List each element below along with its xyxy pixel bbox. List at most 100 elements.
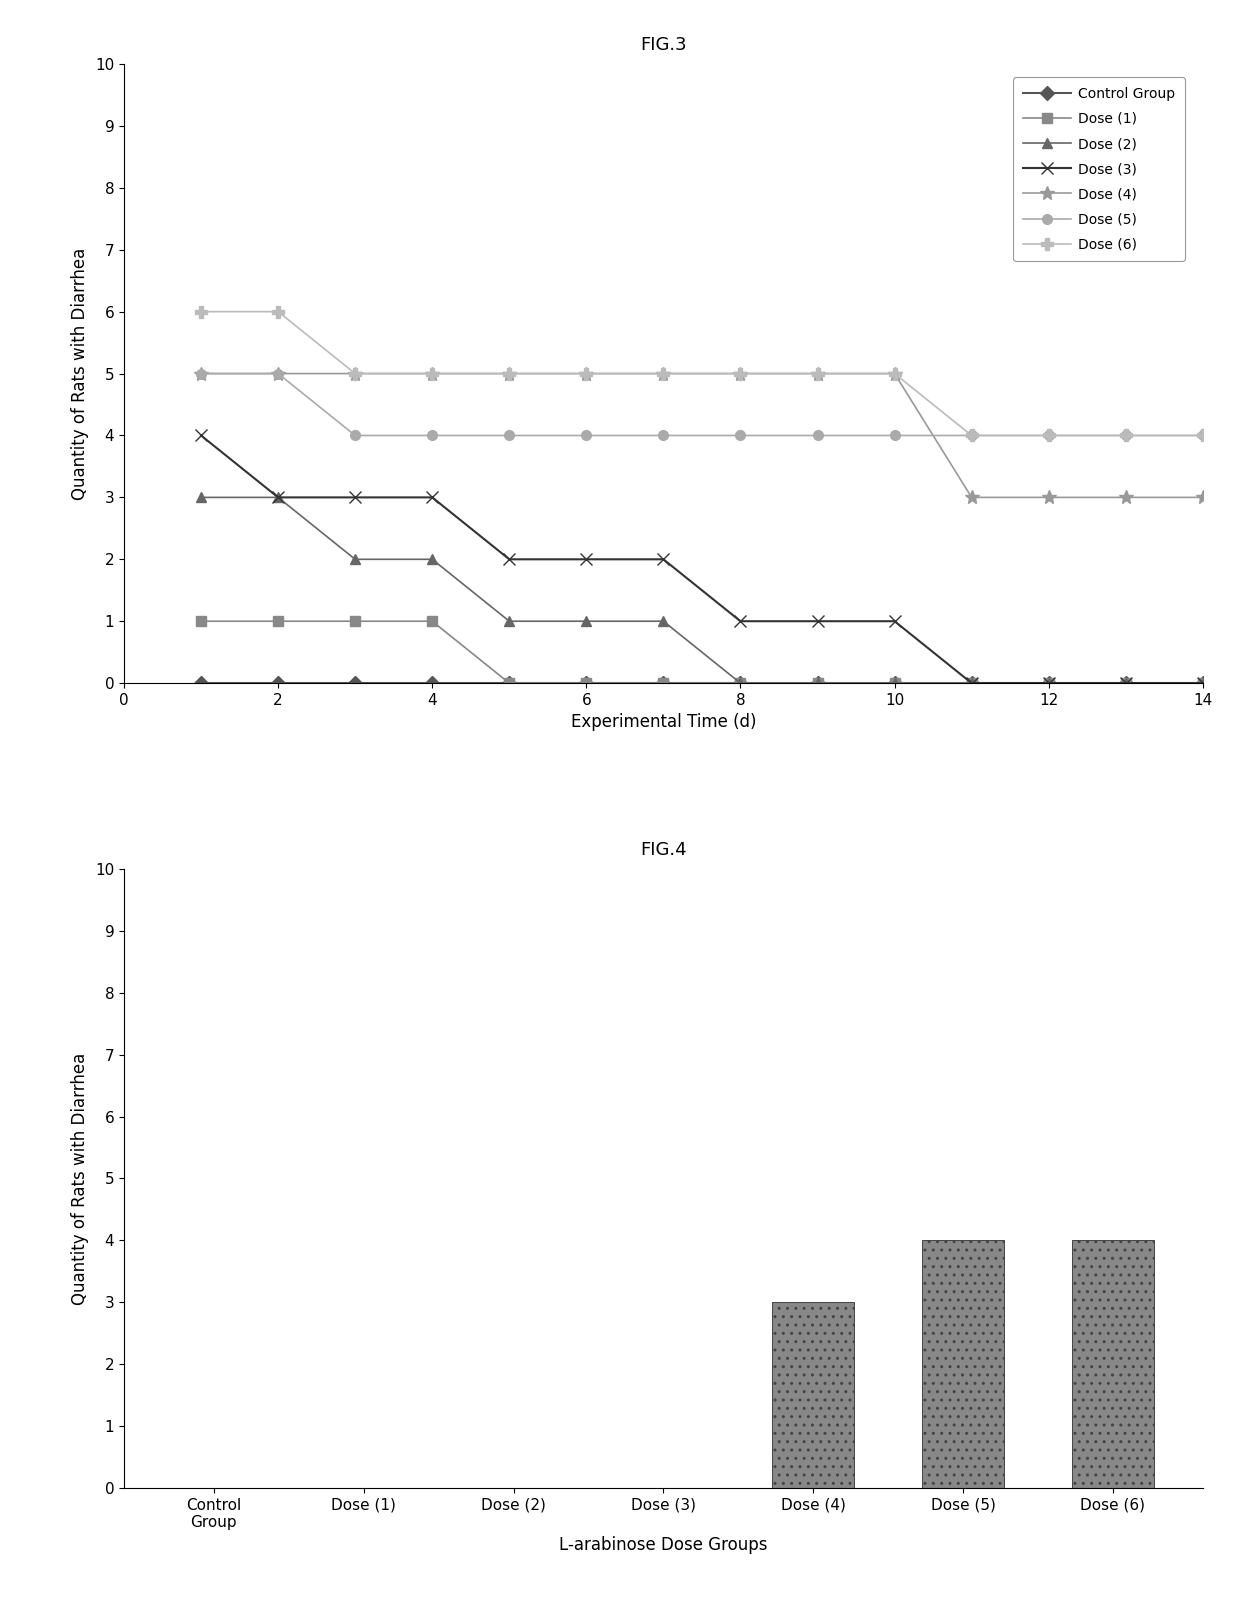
Dose (3) <box>425 488 440 507</box>
Dose (1) <box>733 674 748 693</box>
Dose (1) <box>502 674 517 693</box>
Dose (3) <box>887 611 901 630</box>
Control Group <box>193 674 208 693</box>
Dose (6) <box>887 363 901 382</box>
Bar <box>921 1240 1004 1488</box>
Dose (3) <box>733 611 748 630</box>
Line: Dose (2): Dose (2) <box>196 493 1208 688</box>
Line: Dose (1): Dose (1) <box>196 616 1208 688</box>
Legend: Control Group, Dose (1), Dose (2), Dose (3), Dose (4), Dose (5), Dose (6): Control Group, Dose (1), Dose (2), Dose … <box>1013 77 1185 261</box>
X-axis label: L-arabinose Dose Groups: L-arabinose Dose Groups <box>559 1536 768 1554</box>
Dose (5) <box>270 363 285 382</box>
Dose (2) <box>1118 674 1133 693</box>
Dose (3) <box>656 550 671 570</box>
Dose (5) <box>579 426 594 445</box>
Dose (4) <box>270 363 285 382</box>
Dose (2) <box>579 611 594 630</box>
Dose (3) <box>579 550 594 570</box>
Dose (1) <box>347 611 362 630</box>
Dose (1) <box>1118 674 1133 693</box>
Control Group <box>270 674 285 693</box>
Dose (2) <box>1195 674 1210 693</box>
Dose (4) <box>1118 488 1133 507</box>
Control Group <box>579 674 594 693</box>
Control Group <box>347 674 362 693</box>
Control Group <box>1042 674 1056 693</box>
Dose (1) <box>656 674 671 693</box>
Dose (3) <box>347 488 362 507</box>
Dose (4) <box>1195 488 1210 507</box>
Dose (1) <box>579 674 594 693</box>
X-axis label: Experimental Time (d): Experimental Time (d) <box>570 714 756 731</box>
Dose (1) <box>965 674 980 693</box>
Y-axis label: Quantity of Rats with Diarrhea: Quantity of Rats with Diarrhea <box>72 248 89 499</box>
Dose (2) <box>656 611 671 630</box>
Dose (2) <box>810 674 825 693</box>
Dose (5) <box>347 426 362 445</box>
Dose (2) <box>347 550 362 570</box>
Dose (2) <box>1042 674 1056 693</box>
Dose (6) <box>347 363 362 382</box>
Dose (6) <box>733 363 748 382</box>
Dose (5) <box>425 426 440 445</box>
Dose (6) <box>1042 426 1056 445</box>
Title: FIG.4: FIG.4 <box>640 842 687 859</box>
Dose (5) <box>965 426 980 445</box>
Dose (6) <box>502 363 517 382</box>
Dose (5) <box>887 426 901 445</box>
Dose (6) <box>1195 426 1210 445</box>
Control Group <box>733 674 748 693</box>
Dose (3) <box>1195 674 1210 693</box>
Line: Control Group: Control Group <box>196 678 1208 688</box>
Line: Dose (3): Dose (3) <box>195 429 1209 690</box>
Dose (5) <box>1195 426 1210 445</box>
Line: Dose (6): Dose (6) <box>196 306 1208 442</box>
Dose (2) <box>887 674 901 693</box>
Dose (1) <box>1042 674 1056 693</box>
Title: FIG.3: FIG.3 <box>640 37 687 54</box>
Dose (6) <box>193 302 208 322</box>
Dose (1) <box>425 611 440 630</box>
Dose (4) <box>347 363 362 382</box>
Dose (3) <box>193 426 208 445</box>
Dose (5) <box>193 363 208 382</box>
Control Group <box>502 674 517 693</box>
Dose (6) <box>1118 426 1133 445</box>
Dose (4) <box>733 363 748 382</box>
Dose (4) <box>1042 488 1056 507</box>
Control Group <box>1195 674 1210 693</box>
Dose (3) <box>1042 674 1056 693</box>
Dose (3) <box>1118 674 1133 693</box>
Dose (6) <box>270 302 285 322</box>
Dose (2) <box>270 488 285 507</box>
Dose (5) <box>810 426 825 445</box>
Line: Dose (4): Dose (4) <box>195 366 1210 504</box>
Dose (1) <box>887 674 901 693</box>
Control Group <box>1118 674 1133 693</box>
Dose (1) <box>1195 674 1210 693</box>
Dose (4) <box>193 363 208 382</box>
Dose (3) <box>270 488 285 507</box>
Dose (3) <box>810 611 825 630</box>
Dose (3) <box>502 550 517 570</box>
Bar <box>773 1302 854 1488</box>
Dose (3) <box>965 674 980 693</box>
Dose (6) <box>656 363 671 382</box>
Dose (6) <box>425 363 440 382</box>
Dose (4) <box>965 488 980 507</box>
Dose (2) <box>965 674 980 693</box>
Line: Dose (5): Dose (5) <box>196 368 1208 440</box>
Control Group <box>656 674 671 693</box>
Dose (1) <box>270 611 285 630</box>
Control Group <box>965 674 980 693</box>
Dose (4) <box>579 363 594 382</box>
Dose (5) <box>502 426 517 445</box>
Dose (5) <box>733 426 748 445</box>
Dose (6) <box>810 363 825 382</box>
Dose (4) <box>656 363 671 382</box>
Dose (5) <box>1118 426 1133 445</box>
Dose (2) <box>502 611 517 630</box>
Dose (4) <box>887 363 901 382</box>
Dose (2) <box>193 488 208 507</box>
Dose (4) <box>502 363 517 382</box>
